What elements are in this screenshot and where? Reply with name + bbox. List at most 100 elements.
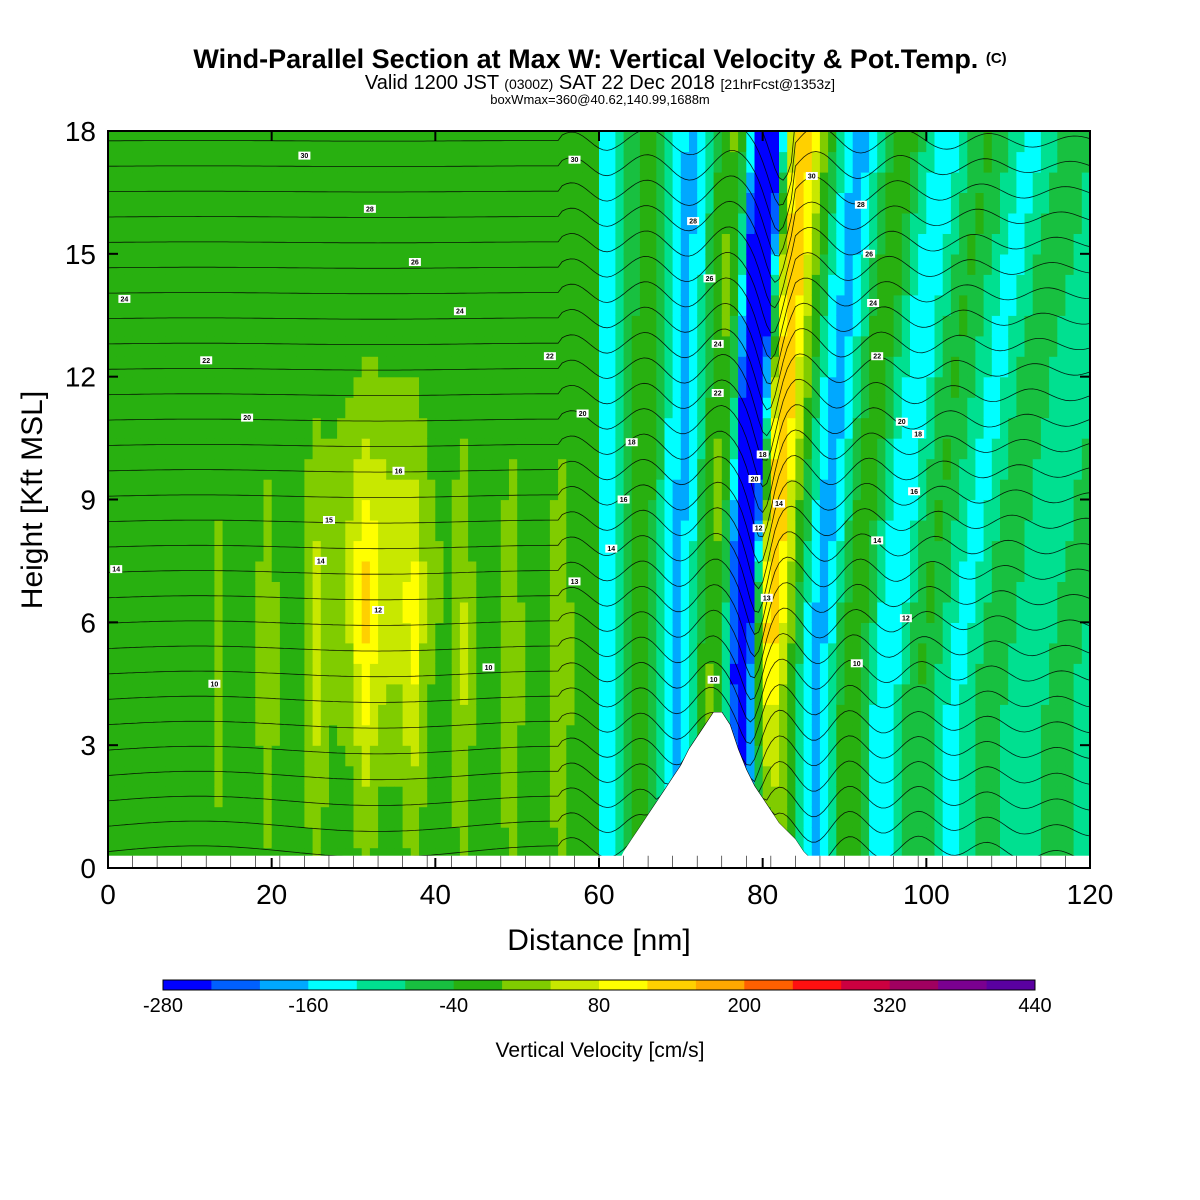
colorbar-label: 440 bbox=[1018, 995, 1051, 1017]
colorbar-swatch bbox=[744, 980, 794, 990]
contour-label-bg bbox=[605, 544, 618, 553]
y-tick-label: 6 bbox=[80, 607, 96, 638]
contour-label: 13 bbox=[571, 579, 579, 586]
colorbar-swatch bbox=[841, 980, 891, 990]
y-tick-label: 3 bbox=[80, 730, 96, 761]
colorbar-frame bbox=[162, 979, 1036, 991]
contour-label: 30 bbox=[808, 174, 816, 181]
contour-label: 20 bbox=[243, 415, 251, 422]
contour-label-bg bbox=[912, 430, 925, 438]
contour-label: 28 bbox=[366, 206, 374, 213]
x-axis-label: Distance [nm] bbox=[507, 924, 690, 957]
contour-label: 18 bbox=[759, 452, 767, 459]
colorbar-swatch bbox=[163, 980, 212, 990]
colorbar-label: 200 bbox=[728, 995, 761, 1017]
colorbar-swatch bbox=[356, 980, 406, 990]
subtitle-date: SAT 22 Dec 2018 bbox=[558, 72, 715, 94]
velocity-field bbox=[108, 131, 1090, 868]
contour-label-bg bbox=[208, 679, 221, 688]
contour-label-bg bbox=[711, 339, 724, 348]
contour-label-bg bbox=[854, 200, 867, 209]
subtitle-forecast: [21hrFcst@1353z] bbox=[720, 76, 836, 92]
contour-label-bg bbox=[850, 659, 863, 668]
y-tick-label: 0 bbox=[80, 853, 96, 884]
contour-label: 22 bbox=[202, 358, 210, 365]
y-tick-label: 9 bbox=[80, 485, 96, 516]
contour-label-bg bbox=[568, 155, 581, 164]
contour-label: 13 bbox=[763, 595, 771, 602]
contour-label-bg bbox=[805, 172, 818, 180]
colorbar-label: -160 bbox=[288, 995, 328, 1017]
contour-label: 16 bbox=[910, 489, 918, 496]
y-tick-label: 18 bbox=[65, 116, 96, 147]
contour-label: 14 bbox=[112, 567, 120, 574]
colorbar-swatch bbox=[550, 980, 600, 990]
chart-subtitle-box: boxWmax=360@40.62,140.99,1688m bbox=[490, 92, 710, 107]
colorbar-swatch bbox=[453, 980, 503, 990]
contour-label: 20 bbox=[579, 411, 587, 418]
contour-label-bg bbox=[118, 294, 131, 303]
contour-label-bg bbox=[314, 556, 327, 565]
colorbar-label: -40 bbox=[439, 995, 468, 1017]
contour-label-bg bbox=[617, 495, 630, 504]
contour-label-bg bbox=[773, 499, 785, 508]
contour-label: 16 bbox=[395, 468, 403, 475]
contour-label-bg bbox=[482, 663, 495, 672]
colorbar-label: 320 bbox=[873, 995, 906, 1017]
contour-label: 16 bbox=[620, 497, 628, 504]
contour-label-bg bbox=[867, 299, 880, 307]
contour-label: 22 bbox=[546, 354, 554, 361]
colorbar-title: Vertical Velocity [cm/s] bbox=[496, 1039, 705, 1062]
contour-label: 10 bbox=[211, 681, 219, 688]
contour-label: 14 bbox=[317, 558, 325, 565]
contour-label: 28 bbox=[857, 202, 865, 209]
colorbar-swatch bbox=[405, 980, 455, 990]
contour-label-bg bbox=[703, 274, 716, 283]
x-tick-label: 20 bbox=[256, 879, 287, 910]
contour-label-bg bbox=[908, 487, 921, 496]
chart-title-text: Wind-Parallel Section at Max W: Vertical… bbox=[193, 44, 979, 74]
contour-label-bg bbox=[241, 413, 254, 422]
contour-label: 20 bbox=[751, 477, 759, 484]
contour-label-bg bbox=[863, 249, 876, 258]
contour-label: 14 bbox=[607, 546, 615, 553]
theta-contours bbox=[108, 131, 1090, 866]
x-tick-label: 0 bbox=[100, 879, 116, 910]
y-tick-label: 15 bbox=[65, 239, 96, 270]
colorbar-swatch bbox=[938, 980, 987, 990]
contour-label-bg bbox=[298, 151, 311, 160]
subtitle-valid: Valid 1200 JST bbox=[364, 72, 499, 94]
contour-label-bg bbox=[408, 258, 421, 266]
x-tick-label: 120 bbox=[1067, 879, 1114, 910]
contour-label: 18 bbox=[914, 432, 922, 439]
contour-label: 24 bbox=[456, 309, 464, 316]
contour-label: 24 bbox=[714, 341, 722, 348]
contour-label-bg bbox=[871, 352, 884, 361]
colorbar-swatch bbox=[502, 980, 551, 990]
contour-label-bg bbox=[568, 577, 581, 586]
colorbar: -280 -160 -40 80 200 320 440 bbox=[143, 979, 1052, 1017]
contour-label: 20 bbox=[898, 419, 906, 426]
contour-label-bg bbox=[110, 565, 123, 574]
contour-label: 22 bbox=[873, 354, 881, 361]
contour-label: 30 bbox=[571, 157, 579, 164]
y-tick-label: 12 bbox=[65, 362, 96, 393]
contour-label: 22 bbox=[714, 391, 722, 398]
contour-label: 30 bbox=[301, 153, 309, 160]
contour-label: 26 bbox=[865, 251, 873, 258]
contour-label-bg bbox=[323, 516, 335, 524]
x-tick-label: 60 bbox=[583, 879, 614, 910]
chart-subtitle: Valid 1200 JST (0300Z) SAT 22 Dec 2018 [… bbox=[0, 72, 1200, 95]
contour-label-bg bbox=[760, 593, 773, 602]
contour-label: 24 bbox=[869, 301, 877, 308]
contour-label: 12 bbox=[374, 608, 382, 615]
colorbar-swatch bbox=[792, 980, 842, 990]
contour-label: 14 bbox=[775, 501, 783, 508]
contour-label-bg bbox=[392, 466, 405, 475]
colorbar-swatch bbox=[695, 980, 745, 990]
contour-label: 26 bbox=[706, 276, 714, 283]
contour-label: 15 bbox=[325, 518, 333, 525]
contour-label-bg bbox=[748, 475, 761, 483]
contour-label: 10 bbox=[485, 665, 493, 672]
